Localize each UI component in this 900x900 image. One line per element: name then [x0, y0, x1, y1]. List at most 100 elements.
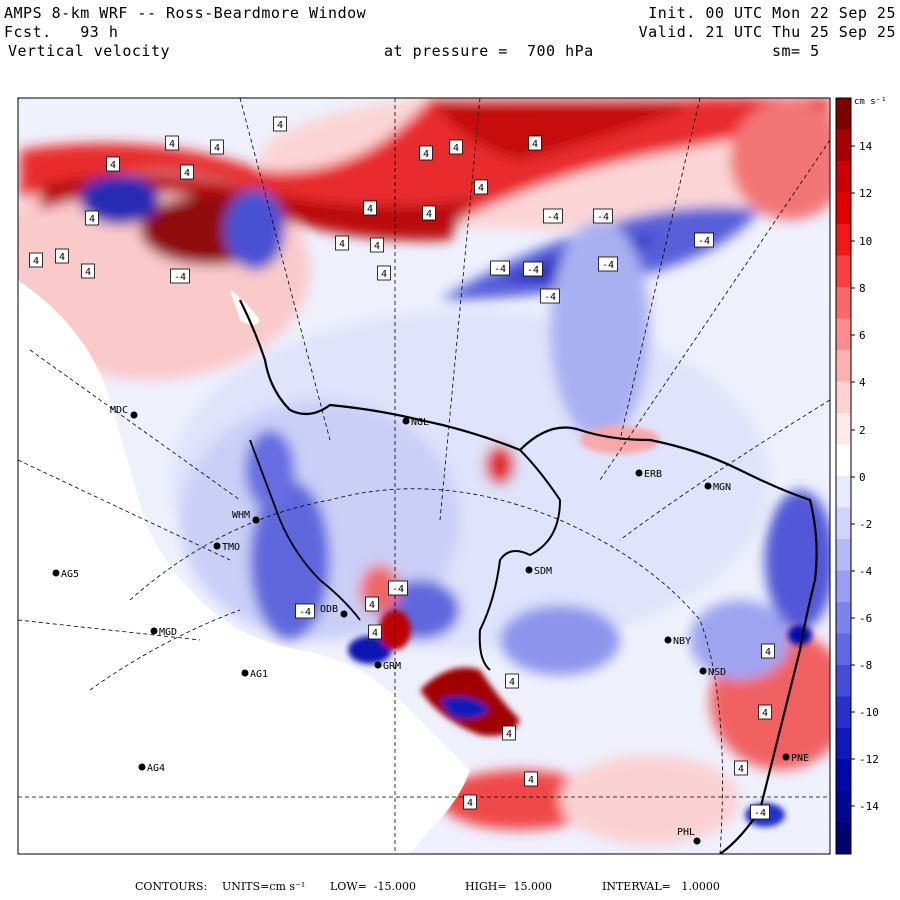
svg-text:4: 4: [374, 241, 380, 252]
svg-text:4: 4: [506, 729, 512, 740]
contour-label: 4: [758, 704, 772, 720]
station-label: AG4: [147, 763, 165, 774]
contour-label: 4: [363, 200, 377, 216]
weather-map: 4 4 4 4 4 4 4 4 4 4 4 4 4 4 4 4 4 4 4 4 4 4 4 4 4 4 4 -4 -4 -4 -4 -4 -4 -…: [17, 97, 887, 855]
station-dot: [635, 469, 643, 477]
contour-label: -4: [694, 232, 714, 248]
svg-text:4: 4: [110, 160, 116, 171]
colorbar-swatch: [836, 381, 851, 414]
footer-units: UNITS=cm s⁻¹: [222, 880, 306, 893]
station-label: NGL: [411, 417, 429, 428]
svg-text:4: 4: [339, 239, 345, 250]
station-label: SDM: [534, 566, 552, 577]
colorbar-swatch: [836, 98, 851, 130]
contour-label: 4: [368, 624, 382, 640]
svg-text:-4: -4: [547, 212, 559, 223]
svg-text:4: 4: [381, 269, 387, 280]
station-dot: [150, 627, 158, 635]
contour-label: 4: [55, 248, 69, 264]
svg-text:-4: -4: [174, 272, 186, 283]
footer-interval: INTERVAL= 1.0000: [602, 880, 720, 893]
svg-text:4: 4: [762, 708, 768, 719]
station-ag4: AG4: [138, 763, 165, 774]
colorbar-swatch: [836, 192, 851, 225]
station-phl: PHL: [677, 827, 701, 845]
station-dot: [138, 763, 146, 771]
colorbar-swatch: [836, 696, 851, 729]
forecast-hour: Fcst. 93 h: [4, 23, 119, 41]
svg-text:4: 4: [478, 183, 484, 194]
contour-label: 4: [180, 164, 194, 180]
contour-label: -4: [388, 580, 408, 596]
contour-label: -4: [750, 804, 770, 820]
svg-text:4: 4: [214, 143, 220, 154]
footer-low: LOW= -15.000: [330, 880, 417, 893]
contour-label: 4: [210, 139, 224, 155]
svg-text:4: 4: [765, 647, 771, 658]
station-label: NSD: [708, 667, 726, 678]
colorbar-swatch: [836, 539, 851, 571]
station-label: ODB: [320, 604, 338, 615]
station-nby: NBY: [664, 636, 691, 647]
colorbar-swatch: [836, 822, 851, 855]
footer-contours: CONTOURS:: [135, 880, 208, 893]
station-dot: [402, 417, 410, 425]
colorbar-swatch: [836, 255, 851, 288]
svg-text:4: 4: [738, 764, 744, 775]
station-dot: [252, 516, 260, 524]
station-nsd: NSD: [699, 667, 726, 678]
colorbar-tick-label: 14: [859, 140, 873, 153]
contour-label: 4: [761, 643, 775, 659]
svg-text:4: 4: [33, 256, 39, 267]
station-label: TMO: [222, 542, 240, 553]
svg-text:4: 4: [85, 267, 91, 278]
colorbar-swatch: [836, 633, 851, 666]
contour-label: -4: [170, 268, 190, 284]
contour-label: 4: [165, 135, 179, 151]
colorbar-swatch: [836, 728, 851, 760]
svg-text:4: 4: [423, 149, 429, 160]
colorbar-swatch: [836, 476, 851, 508]
station-pne: PNE: [782, 753, 809, 764]
station-dot: [241, 669, 249, 677]
contour-label: -4: [490, 260, 510, 276]
colorbar-swatch: [836, 759, 851, 792]
contour-label: -4: [593, 208, 613, 224]
map-frame: [17, 97, 831, 855]
valid-time: Valid. 21 UTC Thu 25 Sep 25: [638, 23, 896, 41]
colorbar-tick-label: -10: [859, 706, 879, 719]
colorbar-tick-label: -8: [859, 659, 872, 672]
contour-label: 4: [422, 205, 436, 221]
svg-text:-4: -4: [602, 260, 614, 271]
colorbar-swatch: [836, 444, 851, 477]
smoothing-value: sm= 5: [772, 42, 820, 60]
colorbar: cm s⁻¹ 14 12 10 8 6 4 2 0 -2 -4 -6 -8 -10 -12 -14: [835, 97, 887, 855]
contour-label: 4: [81, 263, 95, 279]
svg-text:-4: -4: [392, 584, 404, 595]
station-label: WHM: [232, 510, 250, 521]
colorbar-tick-label: -14: [859, 800, 879, 813]
svg-text:-4: -4: [754, 808, 766, 819]
station-label: NBY: [673, 636, 691, 647]
svg-text:-4: -4: [527, 265, 539, 276]
colorbar-tick-label: 8: [859, 282, 866, 295]
contour-label: 4: [419, 145, 433, 161]
svg-text:-4: -4: [299, 607, 311, 618]
colorbar-tick-label: -4: [859, 565, 873, 578]
station-ag5: AG5: [52, 569, 79, 580]
station-markers: MDC NGL ERB MGN WHM TMO AG5 SDM MGD ODB NBY GRM AG1 N…: [52, 405, 809, 845]
svg-text:4: 4: [532, 139, 538, 150]
svg-text:4: 4: [372, 628, 378, 639]
colorbar-tick-label: 0: [859, 471, 866, 484]
colorbar-swatch: [836, 350, 851, 382]
colorbar-swatch: [836, 413, 851, 445]
colorbar-swatch: [836, 224, 851, 256]
station-grm: GRM: [374, 661, 401, 672]
station-dot: [374, 661, 382, 669]
station-label: PNE: [791, 753, 809, 764]
colorbar-tick-label: -2: [859, 518, 872, 531]
colorbar-swatch: [836, 318, 851, 351]
station-whm: WHM: [232, 510, 260, 524]
station-mgd: MGD: [150, 627, 177, 638]
init-time: Init. 00 UTC Mon 22 Sep 25: [648, 4, 896, 22]
